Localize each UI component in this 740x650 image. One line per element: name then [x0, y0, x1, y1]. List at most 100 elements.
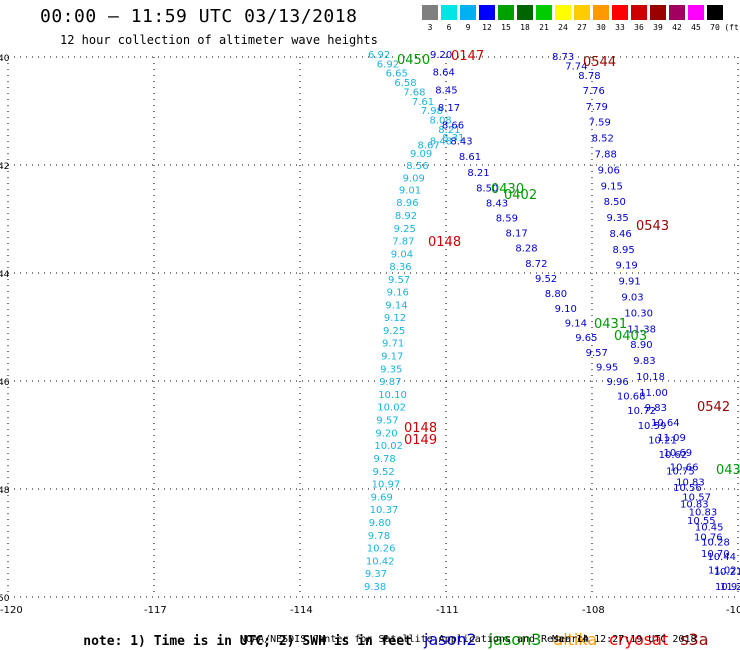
- legend-altika: altika: [553, 630, 598, 649]
- wave-height-value: 9.52: [535, 274, 557, 285]
- wave-height-value: 8.17: [438, 103, 460, 114]
- wave-height-value: 8.56: [406, 161, 428, 172]
- wave-height-value: 10.69: [664, 448, 693, 459]
- page-subtitle: 12 hour collection of altimeter wave hei…: [60, 33, 378, 47]
- color-swatch-18: [517, 5, 533, 20]
- color-label-12: 12: [482, 23, 492, 32]
- color-label-27: 27: [577, 23, 587, 32]
- wave-height-value: 8.08: [430, 116, 452, 127]
- wave-height-value: 6.92: [377, 59, 399, 70]
- wave-height-value: 9.15: [601, 181, 623, 192]
- wave-height-value: 10.21: [714, 567, 740, 578]
- wave-height-value: 8.46: [610, 229, 632, 240]
- wave-height-value: 7.76: [583, 86, 605, 97]
- pass-time-label: 0149: [404, 433, 437, 448]
- pass-time-label: 0430: [491, 182, 524, 197]
- wave-height-value: 9.83: [645, 403, 667, 414]
- wave-height-value: 9.57: [586, 348, 608, 359]
- wave-height-value: 7.74: [565, 61, 587, 72]
- wave-height-value: 9.25: [394, 224, 416, 235]
- pass-time-label: 0403: [614, 329, 647, 344]
- lat-tick-label: 40: [0, 54, 10, 64]
- color-label-6: 6: [446, 23, 452, 32]
- color-swatch-12: [479, 5, 495, 20]
- wave-height-value: 10.93: [715, 582, 740, 593]
- wave-height-value: 9.71: [382, 339, 404, 350]
- wave-height-value: 9.80: [369, 518, 391, 529]
- wave-height-value: 10.18: [636, 372, 665, 383]
- lat-tick-label: 42: [0, 162, 9, 172]
- wave-height-value: 9.37: [365, 569, 387, 580]
- generation-timestamp: Mar 14 12:27:19 UTC 2018: [552, 634, 697, 645]
- lon-tick-label: -114: [290, 605, 313, 616]
- satellite-legend: jason2 jason3 altika cryosat s3a: [412, 630, 709, 649]
- wave-height-value: 9.20: [375, 428, 397, 439]
- wave-height-value: 9.78: [374, 454, 396, 465]
- wave-height-value: 7.88: [595, 150, 617, 161]
- lon-tick-label: -111: [436, 605, 459, 616]
- wave-height-value: 9.57: [388, 275, 410, 286]
- wave-height-value: 9.04: [391, 249, 413, 260]
- wave-height-value: 8.78: [578, 71, 600, 82]
- color-swatch-70: [707, 5, 723, 20]
- axis-ticks: 40 42 44 46 48 50-120 -117 -114 -111 -108 -105: [0, 54, 740, 616]
- wave-height-value: 9.10: [555, 304, 577, 315]
- wave-height-value: 9.96: [607, 377, 629, 388]
- wave-height-value: 9.25: [383, 326, 405, 337]
- lon-tick-label: -105: [726, 605, 740, 616]
- wave-height-value: 8.80: [545, 289, 567, 300]
- wave-height-value: 11.38: [627, 324, 656, 335]
- color-label-39: 39: [653, 23, 663, 32]
- color-unit-label: (ft): [724, 23, 740, 32]
- wave-height-value: 10.44: [707, 552, 736, 563]
- color-swatch-15: [498, 5, 514, 20]
- wave-height-value: 9.09: [410, 149, 432, 160]
- pass-time-label: 0147: [451, 49, 484, 64]
- wave-height-value: 8.36: [389, 262, 411, 273]
- wave-height-value: 8.95: [613, 245, 635, 256]
- wave-height-value: 10.97: [372, 480, 401, 491]
- color-label-33: 33: [615, 23, 625, 32]
- color-label-18: 18: [520, 23, 530, 32]
- wave-height-value: 6.92: [368, 50, 390, 61]
- pass-time-label: 0402: [504, 188, 537, 203]
- wave-height-value: 8.50: [604, 197, 626, 208]
- wave-height-value: 10.62: [659, 450, 688, 461]
- wave-height-value: 9.57: [376, 416, 398, 427]
- wave-height-value: 8.67: [418, 140, 440, 151]
- lon-tick-label: -120: [0, 605, 23, 616]
- color-label-36: 36: [634, 23, 644, 32]
- wave-height-value: 7.79: [586, 102, 608, 113]
- wave-height-value: 10.56: [673, 483, 702, 494]
- wave-height-value: 10.42: [366, 556, 395, 567]
- wave-height-value: 11.02: [708, 566, 737, 577]
- color-label-9: 9: [465, 23, 471, 32]
- legend-cryosat: cryosat: [609, 630, 669, 649]
- color-swatch-30: [593, 5, 609, 20]
- wave-height-value: 10.83: [689, 508, 718, 519]
- wave-height-value: 10.59: [638, 421, 667, 432]
- color-swatch-6: [441, 5, 457, 20]
- credit-text: NOAA/NESDIS Center for Satellite Applica…: [240, 634, 590, 645]
- wave-height-value: 10.64: [651, 418, 680, 429]
- wave-height-value: 10.45: [695, 522, 724, 533]
- color-swatch-36: [631, 5, 647, 20]
- wave-height-value: 8.73: [552, 52, 574, 63]
- wave-height-value: 10.10: [378, 390, 407, 401]
- wave-height-value: 7.98: [421, 106, 443, 117]
- color-swatch-3: [422, 5, 438, 20]
- page-title: 00:00 – 11:59 UTC 03/13/2018: [40, 6, 358, 27]
- wave-height-value: 10.75: [666, 466, 695, 477]
- wave-height-value: 9.03: [621, 293, 643, 304]
- wave-height-value: 9.14: [385, 300, 407, 311]
- wave-height-value: 9.17: [381, 352, 403, 363]
- wave-height-value: 10.66: [670, 463, 699, 474]
- wave-height-value: 9.12: [384, 313, 406, 324]
- wave-height-value: 8.21: [438, 125, 460, 136]
- color-swatch-27: [574, 5, 590, 20]
- wave-height-value: 9.14: [565, 319, 587, 330]
- wave-height-value: 9.01: [399, 186, 421, 197]
- wave-height-value: 8.66: [442, 121, 464, 132]
- color-label-70: 70: [710, 23, 720, 32]
- wave-height-value: 8.43: [450, 136, 472, 147]
